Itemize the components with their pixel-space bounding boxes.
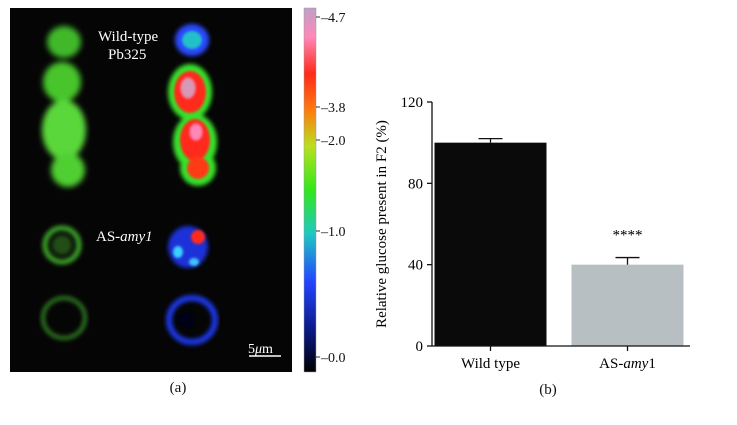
wildtype-label-line1: Wild-type	[98, 29, 159, 45]
y-tick-label: 120	[401, 95, 424, 111]
bar	[434, 142, 547, 346]
y-axis-label: Relative glucose present in F2 (%)	[374, 120, 390, 328]
wildtype-label-line2: Pb325	[108, 47, 146, 63]
as-amy1-label: AS-amy1	[96, 229, 153, 245]
panel-a-label: (a)	[169, 380, 187, 396]
bar-chart: Relative glucose present in F2 (%) 0 40 80…	[374, 95, 690, 372]
x-tick-label: Wild type	[461, 356, 520, 372]
y-axis: 0 40 80 120	[401, 95, 433, 355]
colorbar-tick-label: –0.0	[320, 351, 346, 366]
fluorescence-image-panel: Wild-type Pb325 AS-amy1 5μm –4.7 –3.8 –2.0…	[10, 7, 346, 373]
bars	[434, 137, 684, 346]
green-as-amy1-cell	[41, 225, 87, 340]
colorbar-tick-label: –3.8	[320, 101, 346, 116]
x-axis: Wild type AS-amy1	[432, 345, 690, 372]
bar	[571, 264, 684, 346]
significance-marker: ****	[613, 228, 643, 244]
heatmap-wildtype-cell	[168, 24, 217, 186]
heatmap-as-amy1-cell	[166, 226, 218, 345]
colorbar-ticks: –4.7 –3.8 –2.0 –1.0 –0.0	[316, 11, 346, 366]
green-wildtype-cell	[42, 26, 86, 187]
colorbar-tick-label: –2.0	[320, 134, 346, 149]
y-tick-label: 0	[416, 339, 424, 355]
micrograph-background	[10, 8, 292, 372]
scale-bar-label: 5μm	[248, 342, 273, 357]
x-tick-label: AS-amy1	[599, 356, 656, 372]
colorbar-tick-label: –1.0	[320, 225, 346, 240]
panel-b-label: (b)	[539, 382, 557, 398]
colorbar-tick-label: –4.7	[320, 11, 346, 26]
y-tick-label: 80	[408, 176, 423, 192]
colorbar	[303, 7, 317, 373]
y-tick-label: 40	[408, 258, 423, 274]
